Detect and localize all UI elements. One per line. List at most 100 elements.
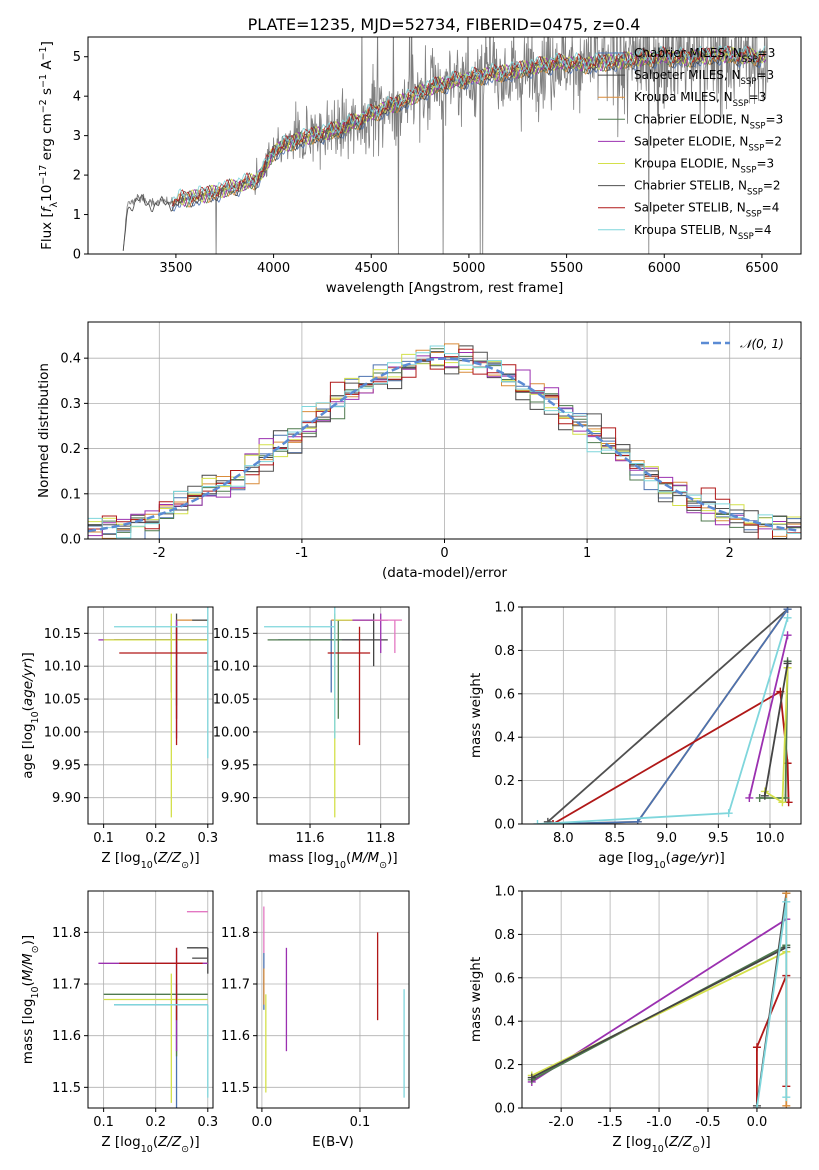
- spectrum-ylabel-part: A: [39, 60, 55, 74]
- massweight-vs-Z-ylabel: mass weight: [468, 957, 484, 1042]
- massweight-vs-age-ytick-label: 0.0: [494, 818, 515, 833]
- mass-weight-marker: [533, 820, 542, 824]
- mass-weight-marker: [752, 1043, 761, 1052]
- mass-weight-marker: [724, 809, 733, 818]
- legend-entry: Chabrier STELIB, NSSP=2: [634, 179, 781, 198]
- mass-vs-Z-ylabel-part: 10: [30, 986, 41, 998]
- age-vs-mass-xlabel-part: ⊙: [379, 860, 387, 871]
- spectrum-ylabel-part: s: [39, 88, 55, 99]
- age-vs-mass-xlabel-part: 10: [334, 860, 346, 871]
- mass-weight-marker: [782, 1101, 791, 1108]
- legend-entry: Chabrier MILES, NSSP=3: [634, 46, 775, 65]
- legend-entry-sub: SSP: [748, 143, 764, 153]
- age-vs-Z-ytick-label: 10.00: [44, 725, 81, 740]
- mass-weight-line: [748, 634, 789, 799]
- massweight-vs-age-ytick-label: 0.2: [494, 774, 515, 789]
- residuals-frame: [87, 321, 802, 540]
- spectrum-ylabel-part: Flux [: [39, 212, 55, 250]
- massweight-vs-Z-ytick-label: 0.8: [494, 928, 515, 943]
- spectrum-ylabel-part: f: [39, 205, 55, 212]
- residuals-xtick-label: -2: [153, 546, 166, 561]
- spectrum-frame: [87, 36, 802, 255]
- spectrum-ytick-label: 5: [73, 50, 81, 65]
- age-vs-Z-xlabel-part: Z [log: [101, 850, 140, 866]
- mass-vs-Z-xlabel-part: )]: [189, 1134, 200, 1150]
- age-vs-mass-xlabel: mass [log10(M/M⊙)]: [268, 850, 397, 871]
- spectrum-xlabel-part: wavelength [Angstrom, rest frame]: [326, 280, 564, 296]
- mass-weight-marker: [752, 1104, 761, 1108]
- mass-vs-ebv-xlabel: E(B-V): [312, 1134, 354, 1150]
- legend-entry-sub: SSP: [750, 121, 766, 131]
- massweight-vs-Z-xtick-label: -0.5: [695, 1115, 720, 1130]
- massweight-vs-Z-axes: -2.0 -1.5 -1.0 -0.5 0.0 0.0 0.2 0.4 0.6 0.8 1.0 Z […: [468, 885, 802, 1155]
- legend-entry-name: Chabrier ELODIE, N: [634, 112, 750, 126]
- mass-vs-Z-xlabel-part: (: [153, 1134, 158, 1150]
- legend-entry-sub: SSP: [747, 188, 763, 198]
- massweight-vs-age-ytick-label: 1.0: [494, 601, 515, 616]
- legend-entry-name: Kroupa MILES, N: [634, 90, 733, 104]
- age-vs-Z-xtick-label: 0.2: [145, 831, 166, 846]
- mass-vs-ebv-ytick-label: 11.6: [221, 1029, 250, 1044]
- legend-entry-sub: SSP: [742, 55, 758, 65]
- age-vs-Z-ytick-label: 9.95: [52, 758, 81, 773]
- mass-vs-ebv-plot-area: [263, 906, 405, 1098]
- age-vs-mass-xlabel-part: )]: [387, 850, 398, 866]
- mass-vs-Z-ytick-label: 11.7: [52, 978, 81, 993]
- legend-entry-name: Kroupa ELODIE, N: [634, 157, 741, 171]
- spectrum-ylabel-part: −2: [38, 99, 49, 113]
- mass-vs-ebv-ytick-label: 11.7: [221, 978, 250, 993]
- spectrum-ylabel-part: −1: [38, 46, 49, 60]
- age-vs-Z-ylabel-part: )]: [20, 652, 36, 663]
- mass-vs-Z-ylabel-part: )]: [20, 935, 36, 946]
- massweight-vs-age-xtick-label: 9.0: [656, 831, 677, 846]
- normal-legend-label: 𝒩(0, 1): [740, 337, 784, 351]
- mass-weight-marker: [782, 1093, 791, 1102]
- mass-weight-marker: [778, 798, 787, 807]
- mass-weight-line: [547, 608, 789, 823]
- residuals-xlabel-part: (data-model)/error: [382, 565, 508, 581]
- normal-pdf-line: [88, 357, 799, 533]
- residual-histogram: [88, 352, 801, 539]
- age-vs-Z-xlabel-part: Z/Z: [157, 850, 182, 866]
- massweight-vs-age-xtick-label: 8.0: [553, 831, 574, 846]
- age-vs-mass-xlabel-part: (: [346, 850, 351, 866]
- age-vs-mass-ytick-label: 10.10: [213, 660, 250, 675]
- massweight-vs-age-frame: [521, 606, 802, 825]
- massweight-vs-age-axes: 8.0 8.5 9.0 9.5 10.0 0.0 0.2 0.4 0.6 0.8 1.0 age [l…: [468, 601, 802, 871]
- massweight-vs-age-ytick-label: 0.4: [494, 731, 515, 746]
- legend-entry-sub: SSP: [746, 210, 762, 220]
- spectrum-ytick-label: 1: [73, 208, 81, 223]
- massweight-vs-age-ytick-label: 0.6: [494, 687, 515, 702]
- age-vs-Z-xlabel-part: ⊙: [181, 860, 189, 871]
- spectrum-xlabel: wavelength [Angstrom, rest frame]: [326, 280, 564, 296]
- residuals-xtick-label: 1: [583, 546, 591, 561]
- massweight-vs-Z-xlabel-part: Z [log: [612, 1134, 651, 1150]
- massweight-vs-age-xtick-label: 9.5: [708, 831, 729, 846]
- spectrum-xtick-label: 4000: [257, 261, 290, 276]
- legend-entry-name: Salpeter STELIB, N: [634, 201, 746, 215]
- age-vs-mass-axes: 11.6 11.8 9.90 9.95 10.00 10.05 10.10 10.15 mass…: [213, 606, 410, 871]
- residual-histogram: [88, 353, 801, 528]
- massweight-vs-age-xlabel-part: age [log: [598, 850, 653, 866]
- massweight-vs-Z-xtick-label: -1.0: [646, 1115, 671, 1130]
- age-vs-Z-ylabel: age [log10(age/yr)]: [20, 652, 41, 778]
- age-vs-mass-ytick-label: 10.15: [213, 627, 250, 642]
- mass-vs-Z-xlabel-part: 10: [141, 1144, 153, 1155]
- spectrum-plot-area: [122, 37, 769, 254]
- massweight-vs-Z-xlabel-part: Z/Z: [668, 1134, 693, 1150]
- mass-weight-marker: [745, 793, 754, 802]
- spectrum-xtick-label: 3500: [159, 261, 192, 276]
- figure-title: PLATE=1235, MJD=52734, FIBERID=0475, z=0…: [248, 15, 641, 34]
- mass-vs-Z-plot-area: [98, 911, 209, 1108]
- age-vs-Z-ylabel-part: age [log: [20, 723, 36, 778]
- legend-entry-name: Salpeter ELODIE, N: [634, 134, 748, 148]
- massweight-vs-Z-xlabel-part: ⊙: [692, 1144, 700, 1155]
- legend-entry-count: =3: [756, 68, 774, 82]
- residuals-xlabel: (data-model)/error: [382, 565, 508, 581]
- spectrum-axes: 3500 4000 4500 5000 5500 6000 6500 0 1 2 3 4 5 wavele…: [38, 36, 802, 296]
- mass-vs-Z-ytick-label: 11.6: [52, 1029, 81, 1044]
- residuals-ytick-label: 0.4: [60, 352, 81, 367]
- massweight-vs-age-xtick-label: 8.5: [605, 831, 626, 846]
- mass-weight-marker: [783, 631, 792, 640]
- massweight-vs-Z-xlabel-part: 10: [652, 1144, 664, 1155]
